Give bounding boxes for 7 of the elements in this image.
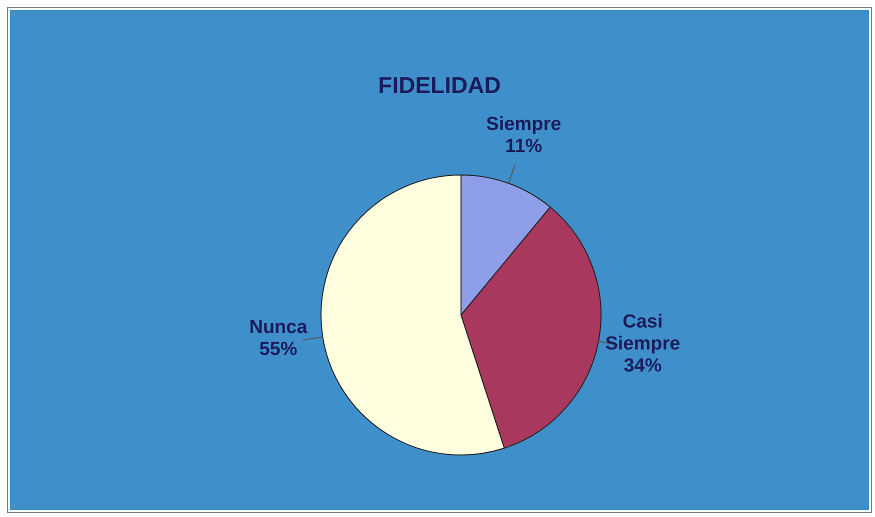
data-label: 55%: [259, 338, 298, 360]
chart-title: FIDELIDAD: [377, 72, 502, 99]
slice-label: Nunca: [249, 316, 308, 338]
slice-label: Siempre: [486, 114, 562, 135]
data-label: 34%: [624, 356, 662, 377]
slice-label: Casi Siempre: [605, 312, 680, 355]
data-label: 11%: [505, 136, 542, 157]
